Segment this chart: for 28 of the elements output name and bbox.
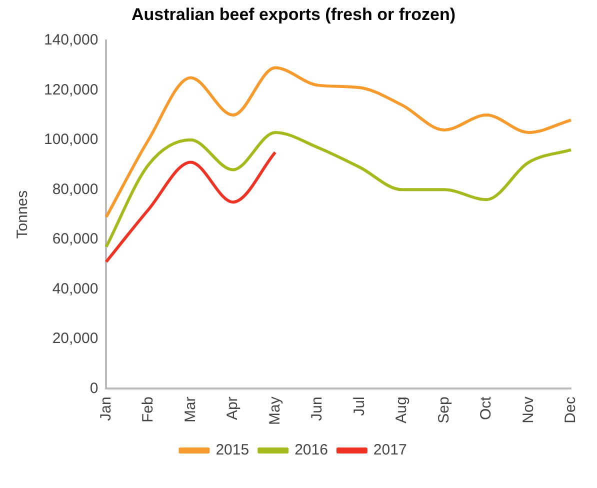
x-tick-label: May	[266, 396, 284, 426]
x-tick-label: Sep	[435, 396, 452, 424]
chart-title: Australian beef exports (fresh or frozen)	[131, 4, 456, 24]
x-tick-label: Dec	[562, 396, 580, 424]
legend-label: 2016	[294, 442, 328, 459]
x-tick-label: Nov	[520, 396, 537, 424]
x-tick-label: Jun	[308, 396, 326, 421]
y-tick-label: 60,000	[52, 230, 98, 248]
x-tick-label: Mar	[182, 396, 199, 423]
line-series	[104, 66, 572, 219]
x-tick-label: Oct	[478, 396, 495, 420]
y-tick-label: 20,000	[52, 330, 98, 348]
x-tick-label: Apr	[224, 396, 242, 420]
legend-label: 2017	[373, 442, 407, 459]
y-tick-label: 80,000	[52, 180, 98, 198]
line-series	[104, 130, 572, 248]
line-series	[104, 150, 277, 264]
x-tick-label: Aug	[393, 396, 410, 424]
x-tick-label: Jan	[97, 396, 114, 421]
x-tick-label: Feb	[140, 396, 157, 423]
y-tick-label: 40,000	[52, 280, 98, 298]
y-axis-title: Tonnes	[14, 190, 32, 239]
y-tick-label: 140,000	[44, 32, 98, 49]
y-tick-label: 100,000	[44, 131, 98, 148]
y-tick-label: 120,000	[44, 81, 98, 98]
x-tick-label: Jul	[350, 396, 368, 416]
legend-label: 2015	[216, 442, 250, 459]
y-tick-label: 0	[90, 380, 98, 397]
